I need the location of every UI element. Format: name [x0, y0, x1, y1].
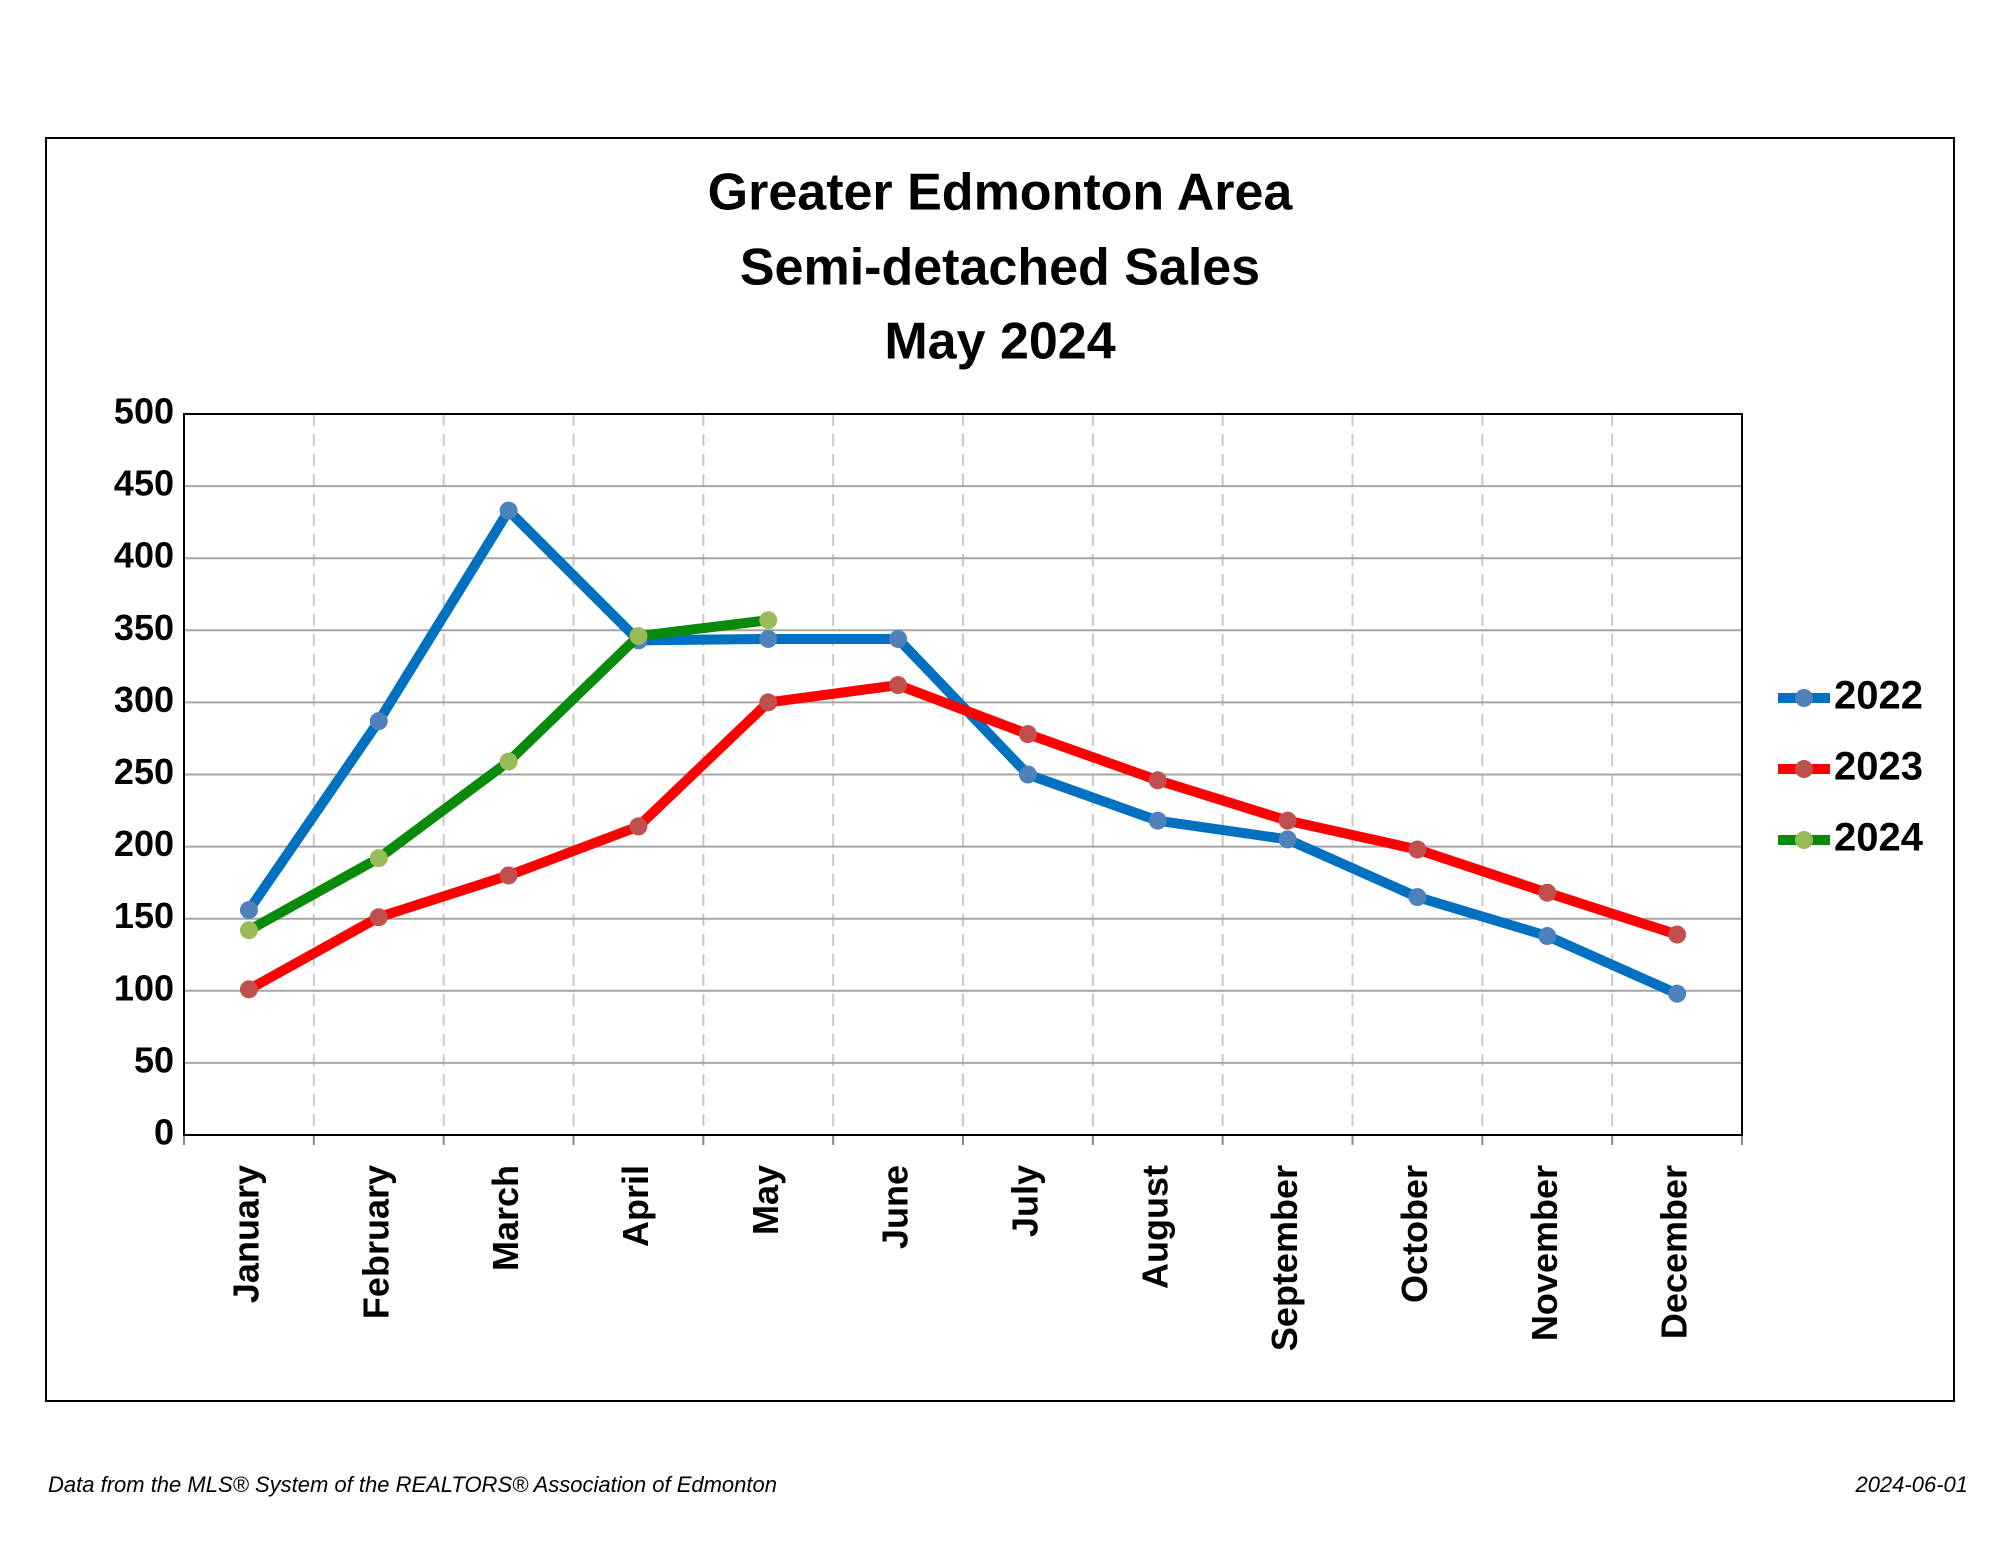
data-point [1668, 984, 1687, 1003]
y-tick-label: 400 [114, 535, 174, 576]
y-tick-label: 350 [114, 607, 174, 648]
data-point [369, 849, 388, 868]
x-tick-label: October [1394, 1165, 1435, 1303]
y-tick-label: 500 [114, 391, 174, 432]
data-point [1018, 725, 1037, 744]
data-point [889, 629, 908, 648]
data-point [1538, 927, 1557, 946]
y-tick-label: 150 [114, 895, 174, 936]
y-tick-label: 100 [114, 967, 174, 1008]
x-tick-label: January [225, 1165, 266, 1303]
data-point [369, 712, 388, 731]
data-point [759, 611, 778, 630]
x-tick-label: April [615, 1165, 656, 1247]
data-point [629, 627, 648, 646]
data-point [499, 501, 518, 520]
data-point [1408, 888, 1427, 907]
footnote: Data from the MLS® System of the REALTOR… [48, 1472, 777, 1497]
x-tick-label: February [355, 1165, 396, 1319]
data-point [759, 629, 778, 648]
data-point [759, 693, 778, 712]
x-tick-label: August [1134, 1165, 1175, 1289]
legend-label: 2022 [1834, 674, 1923, 718]
x-tick-label: September [1264, 1165, 1305, 1351]
legend-marker [1795, 760, 1813, 778]
data-point [499, 752, 518, 771]
data-point [1148, 811, 1167, 830]
x-tick-label: December [1654, 1165, 1695, 1339]
legend-marker [1795, 831, 1813, 849]
data-point [889, 676, 908, 695]
x-tick-label: July [1004, 1165, 1045, 1237]
data-point [629, 817, 648, 836]
date: 2024-06-01 [1854, 1472, 1968, 1497]
y-tick-label: 300 [114, 679, 174, 720]
data-point [239, 901, 258, 920]
data-point [239, 921, 258, 940]
legend-label: 2023 [1834, 745, 1923, 789]
data-point [1278, 811, 1297, 830]
x-tick-label: November [1524, 1165, 1565, 1341]
chart-title: Semi-detached Sales [740, 239, 1260, 297]
y-tick-label: 0 [154, 1112, 174, 1153]
x-tick-label: March [485, 1165, 526, 1271]
x-tick-label: June [875, 1165, 916, 1249]
data-point [239, 980, 258, 999]
data-point [1538, 883, 1557, 902]
plot-area [183, 413, 1743, 1136]
chart-title: Greater Edmonton Area [708, 164, 1294, 222]
y-tick-label: 250 [114, 751, 174, 792]
data-point [1018, 765, 1037, 784]
series-line [246, 680, 1679, 994]
data-point [1148, 771, 1167, 790]
x-tick-label: May [745, 1165, 786, 1235]
legend-marker [1795, 689, 1813, 707]
legend-label: 2024 [1834, 816, 1924, 860]
data-point [369, 908, 388, 927]
y-tick-label: 450 [114, 463, 174, 504]
data-point [499, 866, 518, 885]
y-tick-label: 200 [114, 823, 174, 864]
y-tick-label: 50 [134, 1039, 174, 1080]
data-point [1668, 925, 1687, 944]
data-point [1278, 830, 1297, 849]
chart-frame [45, 137, 1955, 1402]
chart-title: May 2024 [884, 313, 1115, 371]
data-point [1408, 840, 1427, 859]
